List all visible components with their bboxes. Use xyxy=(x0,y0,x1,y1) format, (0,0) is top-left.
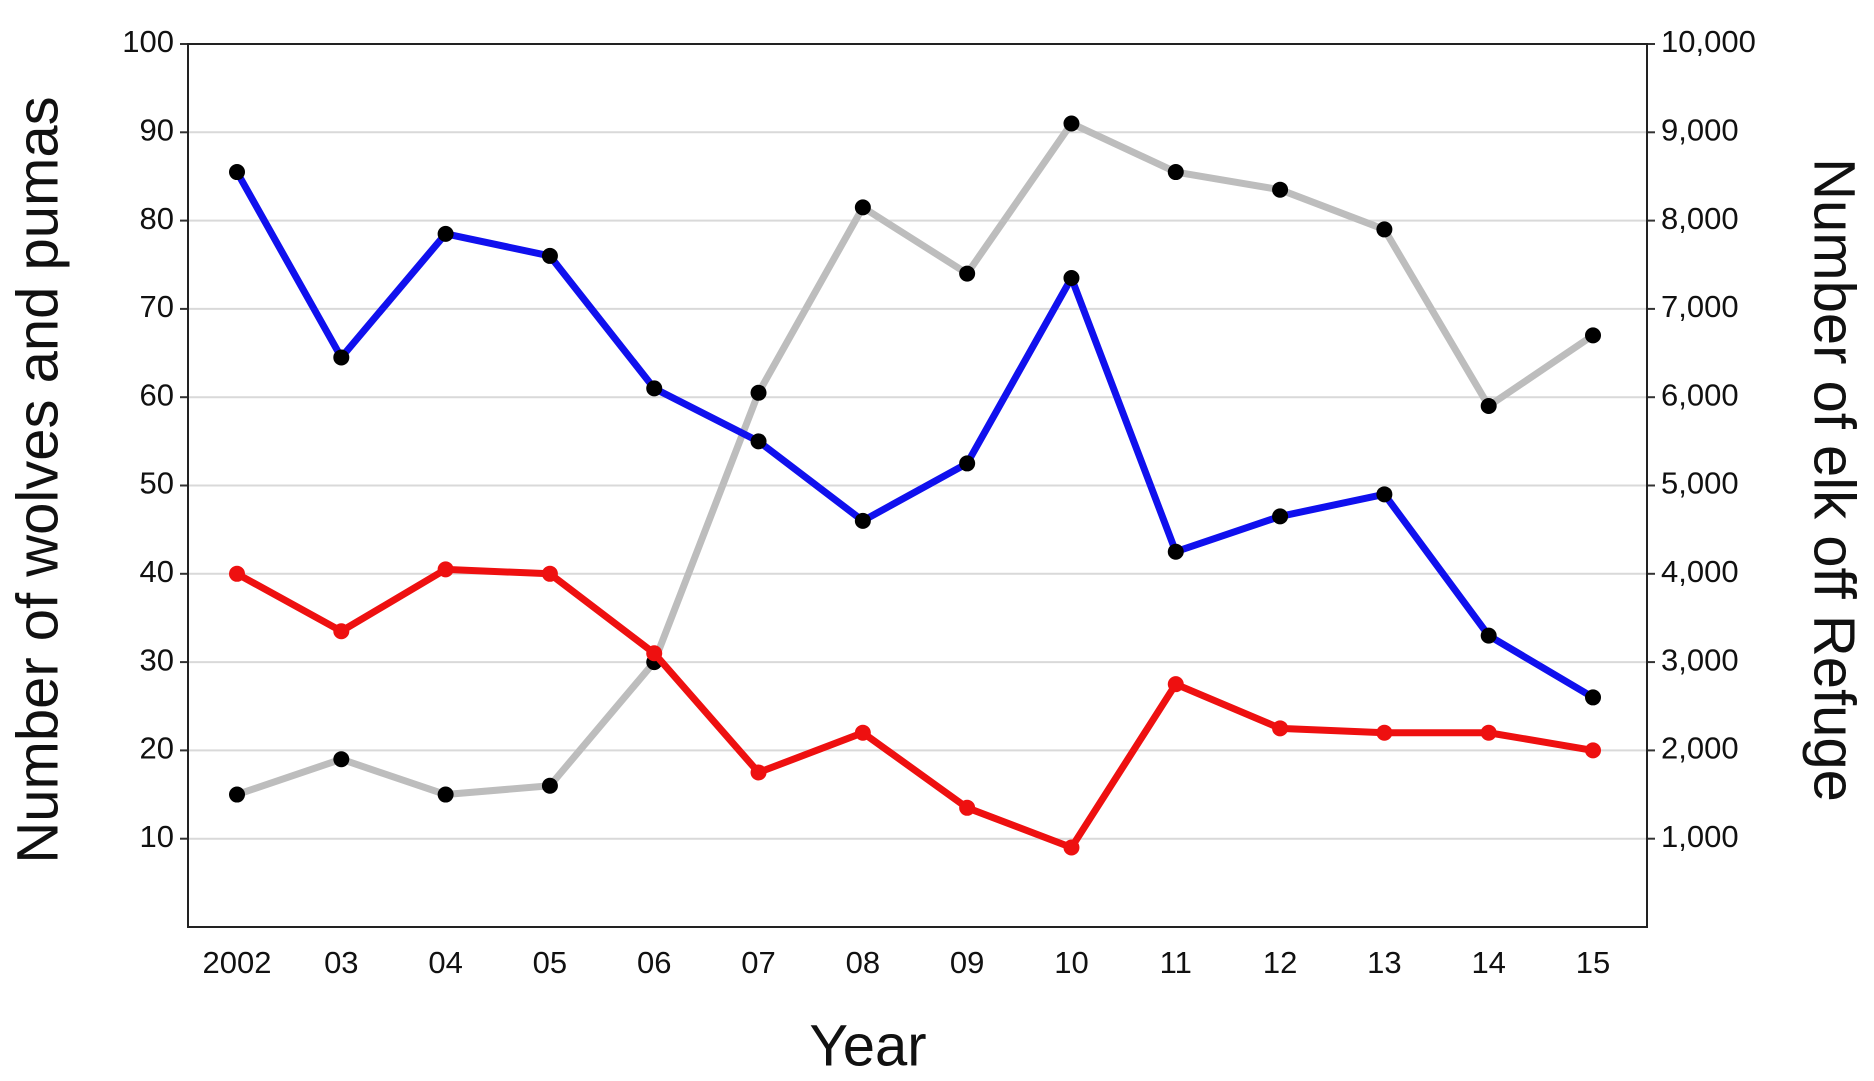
y-tick-label: 100 xyxy=(122,24,174,59)
x-tick-label: 14 xyxy=(1471,945,1505,980)
y2-tick-label: 1,000 xyxy=(1661,819,1739,854)
data-point xyxy=(750,764,767,781)
y2-tick-label: 8,000 xyxy=(1661,201,1739,236)
data-point xyxy=(437,786,454,803)
x-tick-label: 03 xyxy=(324,945,358,980)
data-point xyxy=(1480,627,1497,644)
data-point xyxy=(333,623,350,640)
data-point xyxy=(1376,221,1393,238)
data-point xyxy=(854,199,871,216)
y-tick-label: 30 xyxy=(140,642,174,677)
data-point xyxy=(1480,398,1497,415)
y-tick-label: 90 xyxy=(140,112,174,147)
x-tick-label: 09 xyxy=(950,945,984,980)
y2-tick-label: 4,000 xyxy=(1661,554,1739,589)
data-point xyxy=(1376,724,1393,741)
y-tick-label: 20 xyxy=(140,731,174,766)
x-tick-label: 06 xyxy=(637,945,671,980)
series-line xyxy=(235,119,1595,799)
x-tick-label: 04 xyxy=(428,945,462,980)
data-point xyxy=(959,265,976,282)
data-point xyxy=(333,751,350,768)
data-point xyxy=(750,384,767,401)
data-point xyxy=(1480,724,1497,741)
data-point xyxy=(854,512,871,529)
y2-tick-label: 2,000 xyxy=(1661,731,1739,766)
y2-tick-label: 5,000 xyxy=(1661,466,1739,501)
series-line xyxy=(235,565,1594,852)
data-point xyxy=(437,561,454,578)
data-point xyxy=(646,380,663,397)
data-point xyxy=(1167,164,1184,181)
data-point xyxy=(229,786,245,803)
data-point xyxy=(1063,839,1080,856)
y-tick-label: 60 xyxy=(140,377,174,412)
data-point xyxy=(854,724,871,741)
x-tick-label: 13 xyxy=(1367,945,1401,980)
data-point xyxy=(1585,327,1601,344)
data-point xyxy=(1167,543,1184,560)
x-tick-label: 12 xyxy=(1263,945,1297,980)
data-point xyxy=(1272,508,1289,525)
x-axis-title: Year xyxy=(809,1013,926,1078)
data-point xyxy=(1063,269,1080,286)
data-point xyxy=(1167,676,1184,693)
data-point xyxy=(1376,486,1393,503)
y2-tick-label: 7,000 xyxy=(1661,289,1739,324)
data-point xyxy=(541,247,558,264)
data-point xyxy=(541,565,558,582)
data-point xyxy=(229,164,245,181)
data-point xyxy=(229,565,245,582)
y-axis-title: Number of wolves and pumas xyxy=(5,96,70,863)
series-line xyxy=(233,170,1595,701)
y2-tick-label: 3,000 xyxy=(1661,642,1739,677)
data-point xyxy=(1585,742,1601,759)
data-point xyxy=(646,645,663,662)
data-point xyxy=(750,433,767,450)
x-tick-label: 07 xyxy=(741,945,775,980)
data-point xyxy=(1063,115,1080,132)
x-tick-label: 10 xyxy=(1054,945,1088,980)
x-tick-label: 05 xyxy=(533,945,567,980)
x-tick-label: 2002 xyxy=(203,945,272,980)
plot-frame xyxy=(187,43,1648,928)
data-point xyxy=(1585,689,1601,706)
y-tick-label: 70 xyxy=(140,289,174,324)
y2-tick-label: 10,000 xyxy=(1661,24,1756,59)
y-tick-label: 10 xyxy=(140,819,174,854)
x-tick-label: 08 xyxy=(846,945,880,980)
x-tick-label: 11 xyxy=(1160,945,1192,980)
data-point xyxy=(541,777,558,794)
y2-tick-label: 6,000 xyxy=(1661,377,1739,412)
data-point xyxy=(959,455,976,472)
data-point xyxy=(333,349,350,366)
data-point xyxy=(1272,181,1289,198)
y-tick-label: 40 xyxy=(140,554,174,589)
y-tick-label: 50 xyxy=(140,466,174,501)
x-tick-label: 15 xyxy=(1576,945,1610,980)
y-tick-label: 80 xyxy=(140,201,174,236)
y2-axis-title: Number of elk off Refuge xyxy=(1802,158,1867,802)
data-point xyxy=(959,799,976,816)
y2-tick-label: 9,000 xyxy=(1661,112,1739,147)
data-point xyxy=(437,225,454,242)
data-point xyxy=(1272,720,1289,737)
